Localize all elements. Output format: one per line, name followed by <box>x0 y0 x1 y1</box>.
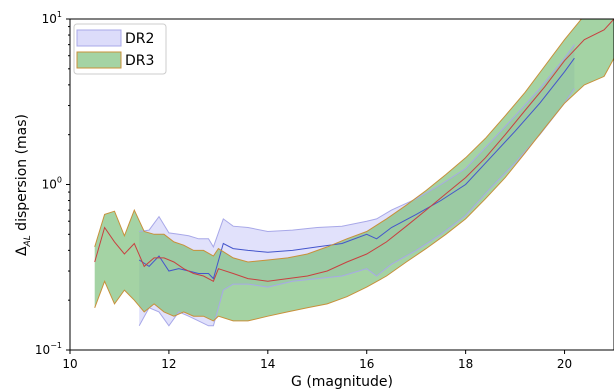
x-axis-ticks: 10 12 14 16 18 20 <box>62 350 572 371</box>
y-axis-label-subscript: AL <box>23 235 33 247</box>
band-upper-edge-dr3 <box>94 19 583 263</box>
x-tick-label: 16 <box>359 357 374 371</box>
band-upper-edge-dr2 <box>139 44 575 249</box>
legend-swatch-dr3 <box>76 51 122 69</box>
band-dr2 <box>139 44 575 326</box>
x-tick-label: 18 <box>458 357 473 371</box>
band-lower-edge-dr2 <box>138 88 575 327</box>
x-axis-label: G (magnitude) <box>291 374 393 390</box>
legend-label-dr3: DR3 <box>125 53 154 69</box>
y-axis-label-text: dispersion (mas) <box>14 114 30 235</box>
x-tick-label: 14 <box>260 357 275 371</box>
y-axis-label-symbol: Δ <box>14 246 30 256</box>
median-lines <box>94 19 614 327</box>
confidence-bands <box>94 19 614 326</box>
y-tick-label: 10−1 <box>35 341 62 357</box>
x-tick-label: 10 <box>62 357 77 371</box>
y-axis-label: ΔAL dispersion (mas) <box>14 114 33 256</box>
legend-label-dr2: DR2 <box>125 31 154 47</box>
band-lower-edge-dr3 <box>94 57 614 322</box>
x-tick-label: 20 <box>557 357 572 371</box>
y-axis-ticks: 10−1 100 101 <box>35 10 70 357</box>
legend: DR2 DR3 <box>73 23 167 75</box>
x-tick-label: 12 <box>161 357 176 371</box>
band-dr3 <box>94 19 614 321</box>
median-line-dr3 <box>94 19 614 283</box>
y-tick-label: 101 <box>42 10 62 26</box>
legend-swatch-dr2 <box>76 29 122 47</box>
y-tick-label: 100 <box>42 176 62 192</box>
median-line-dr2 <box>138 57 575 280</box>
